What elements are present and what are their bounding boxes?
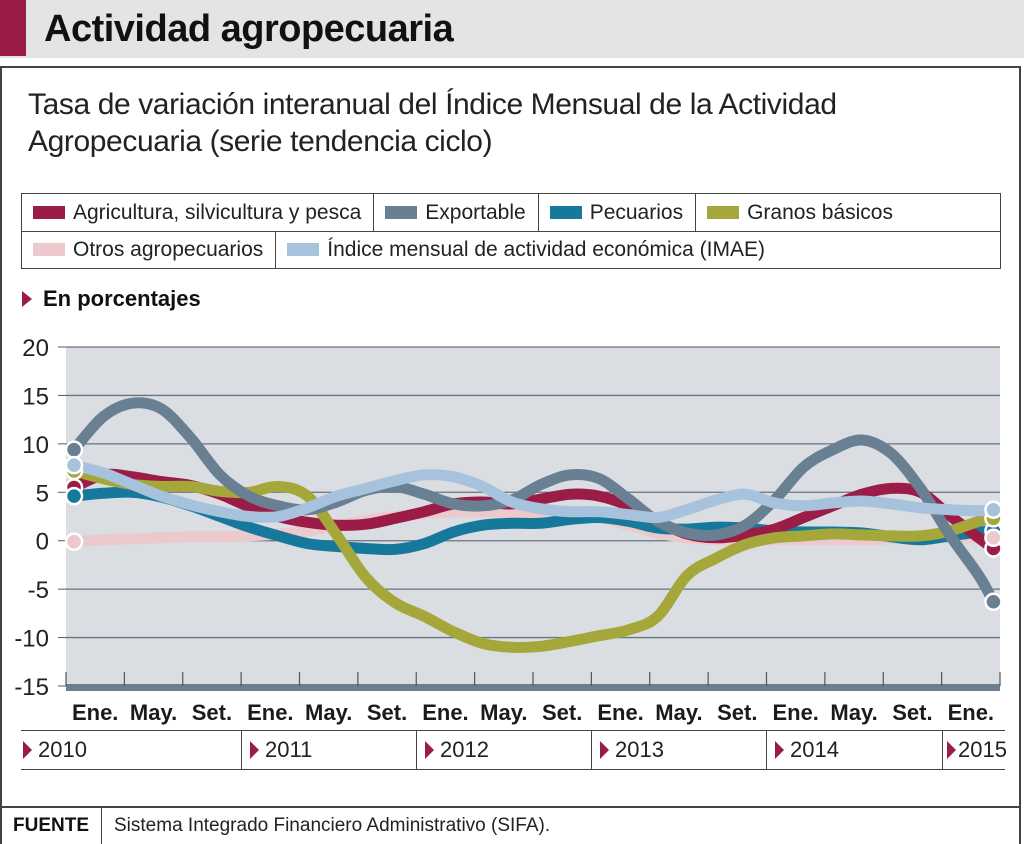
legend-swatch bbox=[385, 206, 418, 219]
year-2012: 2012 bbox=[416, 731, 591, 769]
year-label: 2013 bbox=[615, 737, 664, 762]
legend-swatch bbox=[287, 243, 320, 256]
triangle-bullet-icon bbox=[425, 741, 434, 759]
series-line-indice-mensual-de-actividad-economica-imae bbox=[68, 459, 999, 524]
legend-swatch bbox=[33, 243, 65, 256]
year-label: 2015 bbox=[958, 737, 1007, 762]
triangle-bullet-icon bbox=[23, 741, 32, 759]
legend-label: Agricultura, silvicultura y pesca bbox=[73, 200, 362, 224]
year-row: 2010 2011 2012 2013 2014 2015 bbox=[21, 730, 1007, 770]
x-tick-label: May. bbox=[830, 700, 877, 725]
legend-item-agricultura: Agricultura, silvicultura y pesca bbox=[22, 194, 375, 231]
legend-item-granos: Granos básicos bbox=[696, 194, 905, 231]
triangle-bullet-icon bbox=[250, 741, 259, 759]
chart-subtitle: Tasa de variación interanual del Índice … bbox=[28, 88, 837, 158]
header-accent bbox=[0, 0, 26, 56]
year-label: 2014 bbox=[790, 737, 839, 762]
x-tick-label: Set. bbox=[367, 700, 407, 725]
x-tick-label: Ene. bbox=[948, 700, 994, 725]
unit-label-text: En porcentajes bbox=[43, 286, 201, 311]
line-chart: 20 15 10 5 0 -5 -10 -15 Ene. May. Set. Ene. May. Set… bbox=[14, 335, 1003, 725]
start-marker-pecuarios bbox=[64, 486, 84, 506]
y-tick-label: 15 bbox=[22, 383, 49, 410]
legend-label: Otros agropecuarios bbox=[73, 237, 264, 261]
legend-row: Agricultura, silvicultura y pesca Export… bbox=[22, 194, 1000, 232]
year-2010: 2010 bbox=[21, 731, 241, 769]
end-marker-otros-agropecuarios bbox=[984, 528, 1003, 548]
triangle-bullet-icon bbox=[600, 741, 609, 759]
legend-swatch bbox=[707, 206, 740, 219]
legend-swatch bbox=[549, 206, 582, 219]
year-2013: 2013 bbox=[591, 731, 766, 769]
legend-row: Otros agropecuarios Índice mensual de ac… bbox=[22, 231, 1000, 268]
y-axis-ticks: 20 15 10 5 0 -5 -10 -15 bbox=[14, 335, 49, 701]
x-axis-labels: Ene. May. Set. Ene. May. Set. Ene. May. Set. Ene.… bbox=[72, 700, 994, 725]
series-line-granos-basicos bbox=[68, 465, 999, 653]
triangle-bullet-icon bbox=[22, 291, 32, 307]
start-marker-indice-mensual-de-actividad-economica-imae bbox=[64, 455, 84, 475]
header-bar bbox=[0, 0, 1024, 58]
y-tick-label: 5 bbox=[36, 480, 49, 507]
legend-item-pecuarios: Pecuarios bbox=[539, 194, 697, 231]
year-2014: 2014 bbox=[766, 731, 942, 769]
x-tick-label: Ene. bbox=[247, 700, 293, 725]
y-tick-label: 20 bbox=[22, 335, 49, 362]
x-tick-label: May. bbox=[130, 700, 177, 725]
legend-label: Exportable bbox=[425, 200, 526, 224]
legend-item-otros: Otros agropecuarios bbox=[22, 231, 277, 268]
y-tick-label: 10 bbox=[22, 432, 49, 459]
year-label: 2012 bbox=[440, 737, 489, 762]
series-line-exportable bbox=[68, 397, 999, 608]
legend-swatch bbox=[33, 206, 65, 219]
chart-frame bbox=[0, 66, 1021, 842]
triangle-bullet-icon bbox=[947, 741, 956, 759]
x-tick-label: Ene. bbox=[772, 700, 818, 725]
x-tick-label: Set. bbox=[542, 700, 582, 725]
x-tick-label: Ene. bbox=[72, 700, 118, 725]
x-tick-label: Set. bbox=[892, 700, 932, 725]
year-2011: 2011 bbox=[241, 731, 416, 769]
end-marker-indice-mensual-de-actividad-economica-imae bbox=[984, 500, 1003, 519]
end-marker-exportable bbox=[984, 592, 1003, 611]
triangle-bullet-icon bbox=[775, 741, 784, 759]
legend-item-exportable: Exportable bbox=[374, 194, 539, 231]
page-title: Actividad agropecuaria bbox=[44, 8, 454, 50]
source-text: Sistema Integrado Financiero Administrat… bbox=[114, 815, 551, 836]
year-label: 2011 bbox=[265, 737, 313, 762]
legend-item-imae: Índice mensual de actividad económica (I… bbox=[276, 231, 777, 268]
x-tick-label: May. bbox=[655, 700, 702, 725]
y-tick-label: -10 bbox=[14, 626, 49, 653]
series-lines bbox=[68, 397, 999, 653]
year-label: 2010 bbox=[38, 737, 87, 762]
start-marker-exportable bbox=[64, 440, 84, 459]
legend: Agricultura, silvicultura y pesca Export… bbox=[21, 193, 1001, 269]
legend-label: Índice mensual de actividad económica (I… bbox=[327, 237, 765, 261]
y-tick-label: -5 bbox=[28, 577, 49, 604]
series-end-markers bbox=[64, 440, 1003, 611]
start-marker-otros-agropecuarios bbox=[64, 532, 84, 551]
x-tick-label: Ene. bbox=[422, 700, 468, 725]
y-tick-label: -15 bbox=[14, 674, 49, 701]
legend-label: Granos básicos bbox=[747, 200, 893, 224]
x-tick-label: Set. bbox=[717, 700, 757, 725]
x-axis-ticks bbox=[65, 672, 1001, 686]
x-axis-bar bbox=[66, 684, 1000, 691]
unit-label: En porcentajes bbox=[22, 286, 201, 312]
x-tick-label: Ene. bbox=[597, 700, 643, 725]
y-tick-label: 0 bbox=[36, 529, 49, 556]
legend-label: Pecuarios bbox=[589, 200, 684, 224]
source-footer: FUENTE Sistema Integrado Financiero Admi… bbox=[0, 806, 1021, 844]
x-tick-label: May. bbox=[480, 700, 527, 725]
year-2015: 2015 bbox=[942, 731, 1007, 769]
source-label: FUENTE bbox=[2, 808, 102, 844]
x-tick-label: Set. bbox=[192, 700, 232, 725]
x-tick-label: May. bbox=[305, 700, 352, 725]
